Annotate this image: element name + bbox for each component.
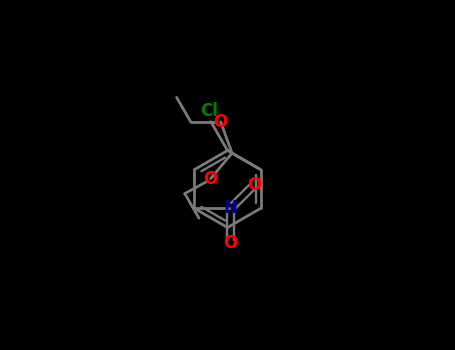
Text: O: O bbox=[203, 170, 218, 188]
Text: O: O bbox=[223, 234, 238, 252]
Text: O: O bbox=[213, 113, 228, 131]
Text: O: O bbox=[247, 176, 261, 194]
Text: N: N bbox=[224, 199, 238, 217]
Text: Cl: Cl bbox=[200, 102, 218, 120]
